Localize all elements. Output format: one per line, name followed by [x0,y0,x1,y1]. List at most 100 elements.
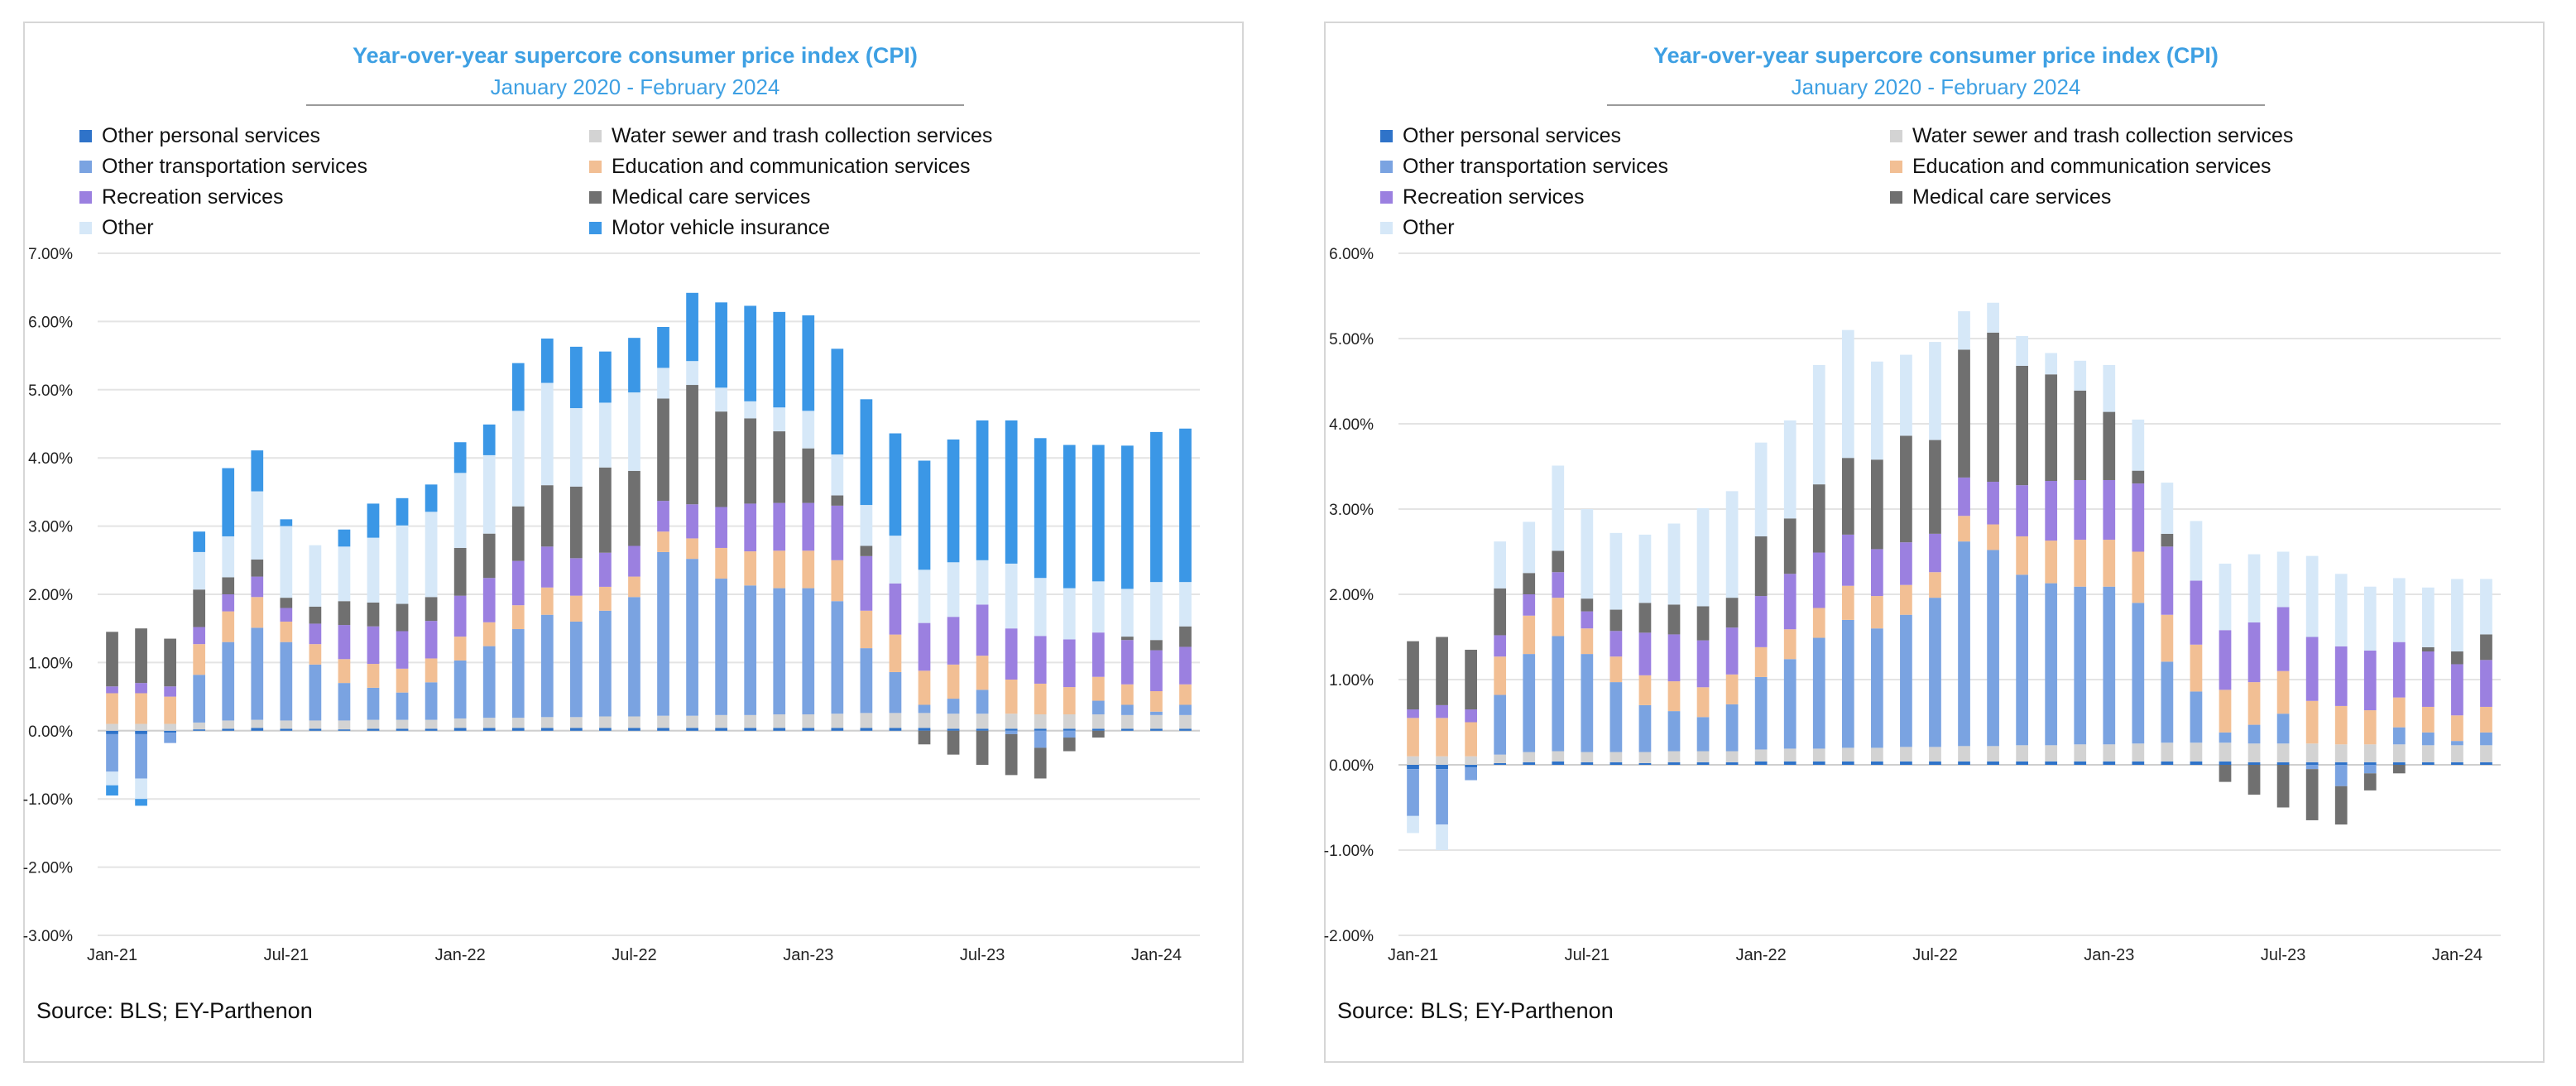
x-tick-label: Jul-21 [264,946,309,964]
title-underline [1607,104,2265,106]
bar-segment-other-personal-services [1552,761,1565,765]
bar-segment-other-personal-services [1150,728,1163,731]
bar-segment-medical-care-services [1581,598,1594,612]
bar-segment-other-personal-services [2363,762,2377,765]
bar-segment-medical-care-services [802,448,815,503]
bar-segment-recreation-services [2016,485,2028,536]
bar-segment-other-personal-services [1063,728,1076,731]
x-tick-label: Jul-23 [2261,946,2305,964]
legend-label: Recreation services [102,185,284,209]
x-tick-label: Jan-23 [2084,946,2134,964]
bar-segment-other-personal-services [2132,761,2145,765]
bar-segment-education-and-communication-services [222,611,235,642]
bar-segment-other-transportation-services [367,687,380,720]
bar-segment-water-sewer-and-trash-collection-services [367,719,380,729]
bar-segment-education-and-communication-services [540,587,554,615]
bar-segment-other-personal-services [1091,728,1105,731]
legend-item-other-personal-services: Other personal services [79,124,320,148]
bar-segment-water-sewer-and-trash-collection-services [1063,714,1076,729]
bar-segment-water-sewer-and-trash-collection-services [2305,743,2319,762]
bar-segment-water-sewer-and-trash-collection-services [1841,747,1854,762]
bar-segment-other-personal-services [889,728,902,731]
bar-segment-other [1812,364,1825,485]
bar-segment-other-transportation-services [2451,741,2463,746]
bar-segment-education-and-communication-services [2161,614,2174,662]
bar-segment-other-personal-services [2016,761,2028,765]
legend-item-recreation-services: Recreation services [79,185,284,209]
bar-segment-other-transportation-services [1150,711,1163,715]
bar-segment-education-and-communication-services [1121,684,1134,705]
bar-segment-other-personal-services [1034,728,1047,731]
bar-segment-water-sewer-and-trash-collection-services [831,714,844,728]
bar-segment-medical-care-services [773,431,786,503]
bar-segment-other-transportation-services [1783,659,1796,749]
bar-segment-other [1581,509,1594,599]
bar-segment-other [860,505,873,546]
bar-segment-recreation-services [1005,628,1018,680]
bar-segment-recreation-services [1871,549,1883,597]
bar-segment-water-sewer-and-trash-collection-services [2161,742,2174,762]
bar-segment-other [280,526,293,598]
bar-segment-medical-care-services [1783,518,1796,574]
chart-subtitle: January 2020 - February 2024 [1791,74,2081,99]
bar-segment-motor-vehicle-insurance [889,433,902,536]
bar-segment-education-and-communication-services [1091,676,1105,701]
bar-segment-other-personal-services [802,728,815,731]
bar-segment-medical-care-services [511,506,525,561]
bar-segment-motor-vehicle-insurance [1091,444,1105,582]
legend-item-water-sewer-and-trash-collection-services: Water sewer and trash collection service… [589,124,992,148]
bar-segment-recreation-services [164,686,176,697]
legend-label: Motor vehicle insurance [612,216,831,239]
bar-segment-medical-care-services [1552,550,1565,573]
bar-segment-other-transportation-services [2392,727,2406,745]
bar-segment-other [1638,534,1652,603]
bar-segment-water-sewer-and-trash-collection-services [2247,743,2261,762]
bar-segment-education-and-communication-services [2016,536,2028,575]
bar-segment-medical-care-services [106,632,118,687]
bar-segment-recreation-services [1581,611,1594,629]
bar-segment-water-sewer-and-trash-collection-services [744,714,757,728]
bar-segment-other-transportation-services [1436,769,1448,825]
bar-segment-other [599,402,612,468]
bar-segment-medical-care-services [1900,435,1912,543]
bar-segment-motor-vehicle-insurance [686,292,698,362]
bar-segment-recreation-services [367,626,380,665]
bar-segment-motor-vehicle-insurance [628,338,640,393]
bar-segment-recreation-services [280,608,293,622]
legend-label: Education and communication services [612,155,971,178]
bar-segment-medical-care-services [2451,651,2463,665]
legend-label: Other transportation services [1403,155,1668,178]
bar-segment-other-transportation-services [1005,730,1018,734]
bar-segment-education-and-communication-services [1179,684,1192,705]
bar-segment-water-sewer-and-trash-collection-services [1609,752,1623,762]
bar-segment-medical-care-services [831,495,844,506]
bar-segment-motor-vehicle-insurance [1034,438,1047,579]
legend-swatch [1890,191,1902,204]
legend-item-recreation-services: Recreation services [1380,185,1585,209]
bar-segment-medical-care-services [570,486,583,559]
bar-segment-other-transportation-services [1958,541,1970,747]
bar-segment-other-personal-services [1436,765,1448,770]
bar-segment-education-and-communication-services [396,668,409,693]
bar-segment-motor-vehicle-insurance [1179,428,1192,583]
legend-item-medical-care-services: Medical care services [1890,185,2111,209]
bar-segment-medical-care-services [1436,637,1448,705]
bar-segment-medical-care-services [1754,536,1768,597]
bar-segment-recreation-services [802,502,815,551]
bar-segment-other [367,537,380,603]
bar-segment-other-personal-services [1871,761,1883,765]
bar-segment-other [1407,815,1419,834]
bar-segment-other-transportation-services [1638,704,1652,752]
bar-segment-other-transportation-services [744,585,757,715]
bar-segment-medical-care-services [2363,773,2377,790]
bar-segment-medical-care-services [744,418,757,504]
bar-segment-other [744,401,757,419]
bar-segment-medical-care-services [425,597,438,622]
bar-segment-education-and-communication-services [251,597,264,628]
bar-segment-other [1179,582,1192,627]
bar-segment-medical-care-services [135,628,147,684]
bar-segment-recreation-services [1091,632,1105,677]
legend-swatch [1380,191,1393,204]
bar-segment-water-sewer-and-trash-collection-services [2363,744,2377,762]
legend-swatch [589,161,602,173]
